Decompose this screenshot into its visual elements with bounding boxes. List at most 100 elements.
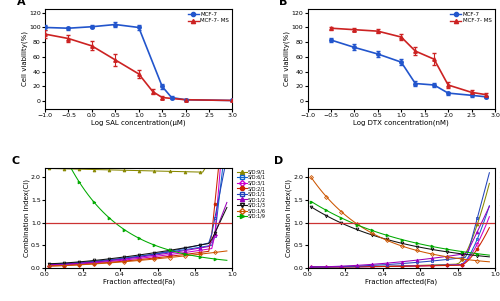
S/D:1/1 [91,260,97,264]
S/D:6/1 [103,258,109,262]
S/D:2/1 [224,84,230,88]
S/D:2/1 [106,261,112,264]
Line: S/D:9/1: S/D:9/1 [48,90,228,173]
S/D:1/9 [308,200,314,203]
S/D:9/1 [224,89,230,93]
S/D:2/1 [486,226,492,229]
Text: B: B [280,0,288,7]
S/D:1/9 [360,225,366,229]
S/D:9/1 [103,168,109,172]
Y-axis label: Cell viability(%): Cell viability(%) [21,31,28,86]
S/D:1/9 [97,207,103,211]
S/D:9/1 [106,168,112,172]
S/D:1/1 [76,261,82,265]
S/D:6/1 [486,204,492,208]
Legend: S/D:9/1, S/D:6/1, S/D:3/1, S/D:2/1, S/D:1/1, S/D:1/2, S/D:1/3, S/D:1/6, S/D:1/9: S/D:9/1, S/D:6/1, S/D:3/1, S/D:2/1, S/D:… [237,169,266,219]
S/D:1/6 [76,263,82,267]
S/D:1/9 [91,200,97,204]
S/D:2/1 [46,264,52,268]
S/D:1/3 [97,258,103,262]
S/D:1/3 [103,257,109,261]
S/D:3/1 [308,265,314,269]
S/D:1/9 [368,228,374,232]
S/D:1/1 [46,262,52,266]
S/D:6/1 [91,259,97,263]
S/D:1/9 [76,180,82,183]
S/D:1/6 [420,250,426,254]
S/D:9/1 [420,263,426,267]
Legend: MCF-7, MCF-7- MS: MCF-7, MCF-7- MS [450,12,492,24]
S/D:3/1 [46,264,52,267]
S/D:1/2 [158,253,164,256]
Line: S/D:2/1: S/D:2/1 [310,226,491,268]
S/D:1/2 [360,263,366,267]
S/D:1/2 [97,260,103,263]
S/D:3/1 [420,264,426,268]
S/D:6/1 [366,265,372,268]
Line: S/D:3/1: S/D:3/1 [48,86,228,267]
S/D:3/1 [76,262,82,266]
Text: A: A [17,0,25,7]
S/D:3/1 [486,215,492,219]
S/D:1/1 [486,171,492,175]
S/D:3/1 [106,260,112,263]
Line: S/D:1/3: S/D:1/3 [48,206,228,265]
S/D:1/2 [224,201,230,204]
S/D:1/3 [486,255,492,259]
S/D:1/2 [366,263,372,266]
Line: S/D:1/9: S/D:1/9 [48,116,228,262]
S/D:1/3 [308,205,314,209]
S/D:9/1 [97,168,103,172]
S/D:2/1 [91,262,97,265]
S/D:2/1 [360,265,366,268]
S/D:1/9 [486,253,492,257]
S/D:2/1 [308,265,314,269]
S/D:1/1 [97,259,103,263]
S/D:1/6 [360,226,366,229]
S/D:1/2 [76,262,82,265]
S/D:1/6 [158,257,164,260]
S/D:3/1 [360,265,366,268]
S/D:1/3 [354,228,360,231]
Line: S/D:3/1: S/D:3/1 [310,215,491,268]
X-axis label: Fraction affected(Fa): Fraction affected(Fa) [102,278,175,285]
S/D:3/1 [366,265,372,268]
S/D:6/1 [46,262,52,266]
S/D:1/6 [106,261,112,265]
S/D:1/6 [338,210,344,214]
S/D:1/9 [338,216,344,220]
S/D:6/1 [360,265,366,268]
S/D:1/9 [106,216,112,220]
Line: S/D:1/1: S/D:1/1 [48,156,228,266]
S/D:1/6 [308,176,314,179]
S/D:2/1 [103,261,109,265]
S/D:1/2 [486,205,492,208]
S/D:9/1 [200,170,205,174]
S/D:1/3 [46,262,52,265]
S/D:6/1 [224,130,230,134]
S/D:6/1 [368,265,374,268]
Line: S/D:1/2: S/D:1/2 [310,205,491,268]
Text: C: C [12,156,20,166]
S/D:1/9 [103,213,109,217]
S/D:3/1 [224,86,230,90]
S/D:2/1 [368,265,374,268]
S/D:2/1 [97,261,103,265]
S/D:3/1 [368,265,374,268]
S/D:1/1 [360,264,366,268]
Line: S/D:1/2: S/D:1/2 [48,201,228,266]
S/D:1/1 [308,265,314,269]
S/D:1/1 [106,259,112,262]
Line: S/D:1/6: S/D:1/6 [48,250,228,267]
S/D:1/9 [158,246,164,249]
Line: S/D:1/6: S/D:1/6 [310,176,491,263]
S/D:3/1 [158,254,164,258]
S/D:1/9 [366,228,372,231]
S/D:1/6 [91,262,97,266]
X-axis label: Log DTX concentration(nM): Log DTX concentration(nM) [354,119,449,126]
S/D:1/1 [366,264,372,267]
S/D:1/3 [224,206,230,209]
S/D:1/2 [46,263,52,266]
S/D:9/1 [360,265,366,268]
Legend: MCF-7, MCF-7- MS: MCF-7, MCF-7- MS [187,12,230,24]
